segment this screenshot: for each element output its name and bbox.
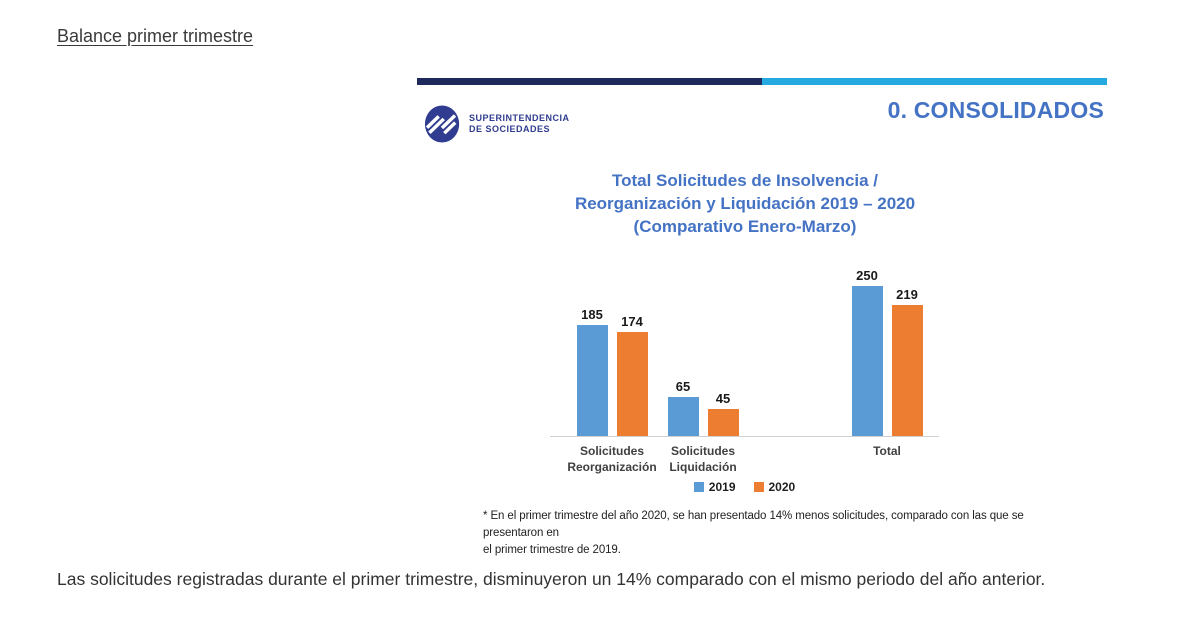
- page-title: Balance primer trimestre: [57, 26, 254, 46]
- legend-label-2020: 2020: [768, 480, 796, 494]
- chart-title-line3: (Comparativo Enero-Marzo): [633, 217, 857, 236]
- chart-x-axis: [550, 436, 939, 437]
- supersociedades-logo: SUPERINTENDENCIA DE SOCIEDADES: [424, 103, 570, 145]
- slide-accent-bar: [417, 78, 1107, 85]
- bar-value-label: 45: [715, 391, 731, 406]
- bar-value-label: 174: [621, 313, 643, 329]
- bar-2019-solicitudes-liquidación: [667, 397, 699, 436]
- bar-value-label: 219: [896, 286, 918, 302]
- bar-value-label: 185: [581, 307, 603, 322]
- brand-name-line2: DE SOCIEDADES: [469, 124, 551, 134]
- chart-legend: 2019 2020: [552, 480, 937, 494]
- legend-swatch-2020: [753, 482, 764, 492]
- legend-label-2019: 2019: [708, 480, 736, 494]
- bar-2020-solicitudes-liquidación: [707, 409, 739, 436]
- category-label-solicitudes-liquidación: Solicitudes Liquidación: [669, 444, 737, 474]
- footnote-line1: * En el primer trimestre del año 2020, s…: [483, 510, 1024, 539]
- footnote-line2: el primer trimestre de 2019.: [483, 544, 621, 556]
- chart-title-line1: Total Solicitudes de Insolvencia /: [611, 171, 879, 190]
- legend-item-2019: 2019: [693, 480, 736, 494]
- supersociedades-logo-icon: [424, 105, 460, 143]
- bar-2019-solicitudes-reorganización: [576, 325, 608, 436]
- bar-value-label: 65: [675, 379, 691, 394]
- chart-title-line2: Reorganización y Liquidación 2019 – 2020: [574, 194, 916, 213]
- bar-2019-total: [851, 286, 883, 436]
- chart-category-labels: Solicitudes Reorganización Solicitudes Liqu…: [552, 443, 937, 477]
- category-label-total: Total: [873, 444, 901, 458]
- category-label-solicitudes-reorganización: Solicitudes Reorganización: [567, 444, 657, 474]
- bar-value-label: 250: [856, 268, 878, 283]
- supersociedades-logo-text: SUPERINTENDENCIA DE SOCIEDADES: [469, 113, 570, 135]
- bar-2020-solicitudes-reorganización: [616, 331, 648, 436]
- chart-footnote: * En el primer trimestre del año 2020, s…: [483, 508, 1083, 559]
- summary-paragraph: Las solicitudes registradas durante el p…: [57, 569, 1046, 589]
- brand-name-line1: SUPERINTENDENCIA: [469, 113, 570, 123]
- chart-title: Total Solicitudes de Insolvencia / Reorg…: [450, 169, 1040, 238]
- chart-plot: 185 65 250 174 45 219: [552, 262, 937, 436]
- bar-chart: 185 65 250 174 45 219 Solicitudes Reorganizaci…: [550, 262, 939, 477]
- accent-bar-left-segment: [417, 78, 762, 85]
- section-label: 0. CONSOLIDADOS: [887, 97, 1104, 123]
- bar-2020-total: [891, 304, 923, 436]
- legend-swatch-2019: [693, 482, 704, 492]
- accent-bar-right-segment: [762, 78, 1107, 85]
- legend-item-2020: 2020: [753, 480, 796, 494]
